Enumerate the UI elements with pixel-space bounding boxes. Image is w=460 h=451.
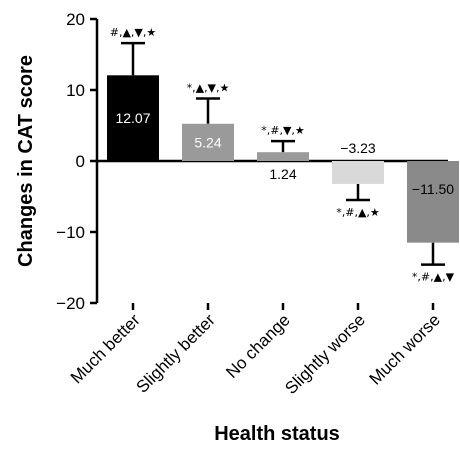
significance-label: *,#,▲,★ [336, 206, 380, 219]
bar [407, 161, 459, 243]
bar [257, 152, 309, 161]
value-label: −11.50 [412, 181, 454, 197]
y-tick-label: 20 [66, 10, 85, 29]
x-axis-title: Health status [214, 423, 340, 445]
x-tick-label: Much worse [366, 310, 444, 388]
plot-area: −20 −10 0 10 20 12.07 #,▲,▼,★ Much better 5.24 *,… [56, 10, 459, 398]
value-label: −3.23 [340, 140, 376, 156]
value-label: 12.07 [115, 110, 150, 126]
y-tick-label: −20 [56, 294, 85, 313]
significance-label: *,▲,▼,★ [187, 82, 230, 95]
y-tick-label: 0 [76, 152, 85, 171]
x-tick-label: Slightly better [133, 310, 220, 397]
x-tick-label: Much better [67, 310, 144, 387]
significance-label: *,#,▲,▼ [412, 271, 455, 284]
significance-label: #,▲,▼,★ [110, 26, 157, 39]
y-axis-title: Changes in CAT score [15, 55, 37, 267]
y-tick-label: −10 [56, 223, 85, 242]
x-tick-label: No change [222, 310, 294, 382]
x-tick-label: Slightly worse [281, 310, 369, 398]
value-label: 1.24 [269, 166, 296, 182]
y-tick-label: 10 [66, 81, 85, 100]
bar [182, 123, 234, 161]
value-label: 5.24 [194, 134, 221, 150]
bar [332, 161, 384, 184]
bar [107, 75, 159, 161]
significance-label: *,#,▼,★ [261, 124, 305, 137]
